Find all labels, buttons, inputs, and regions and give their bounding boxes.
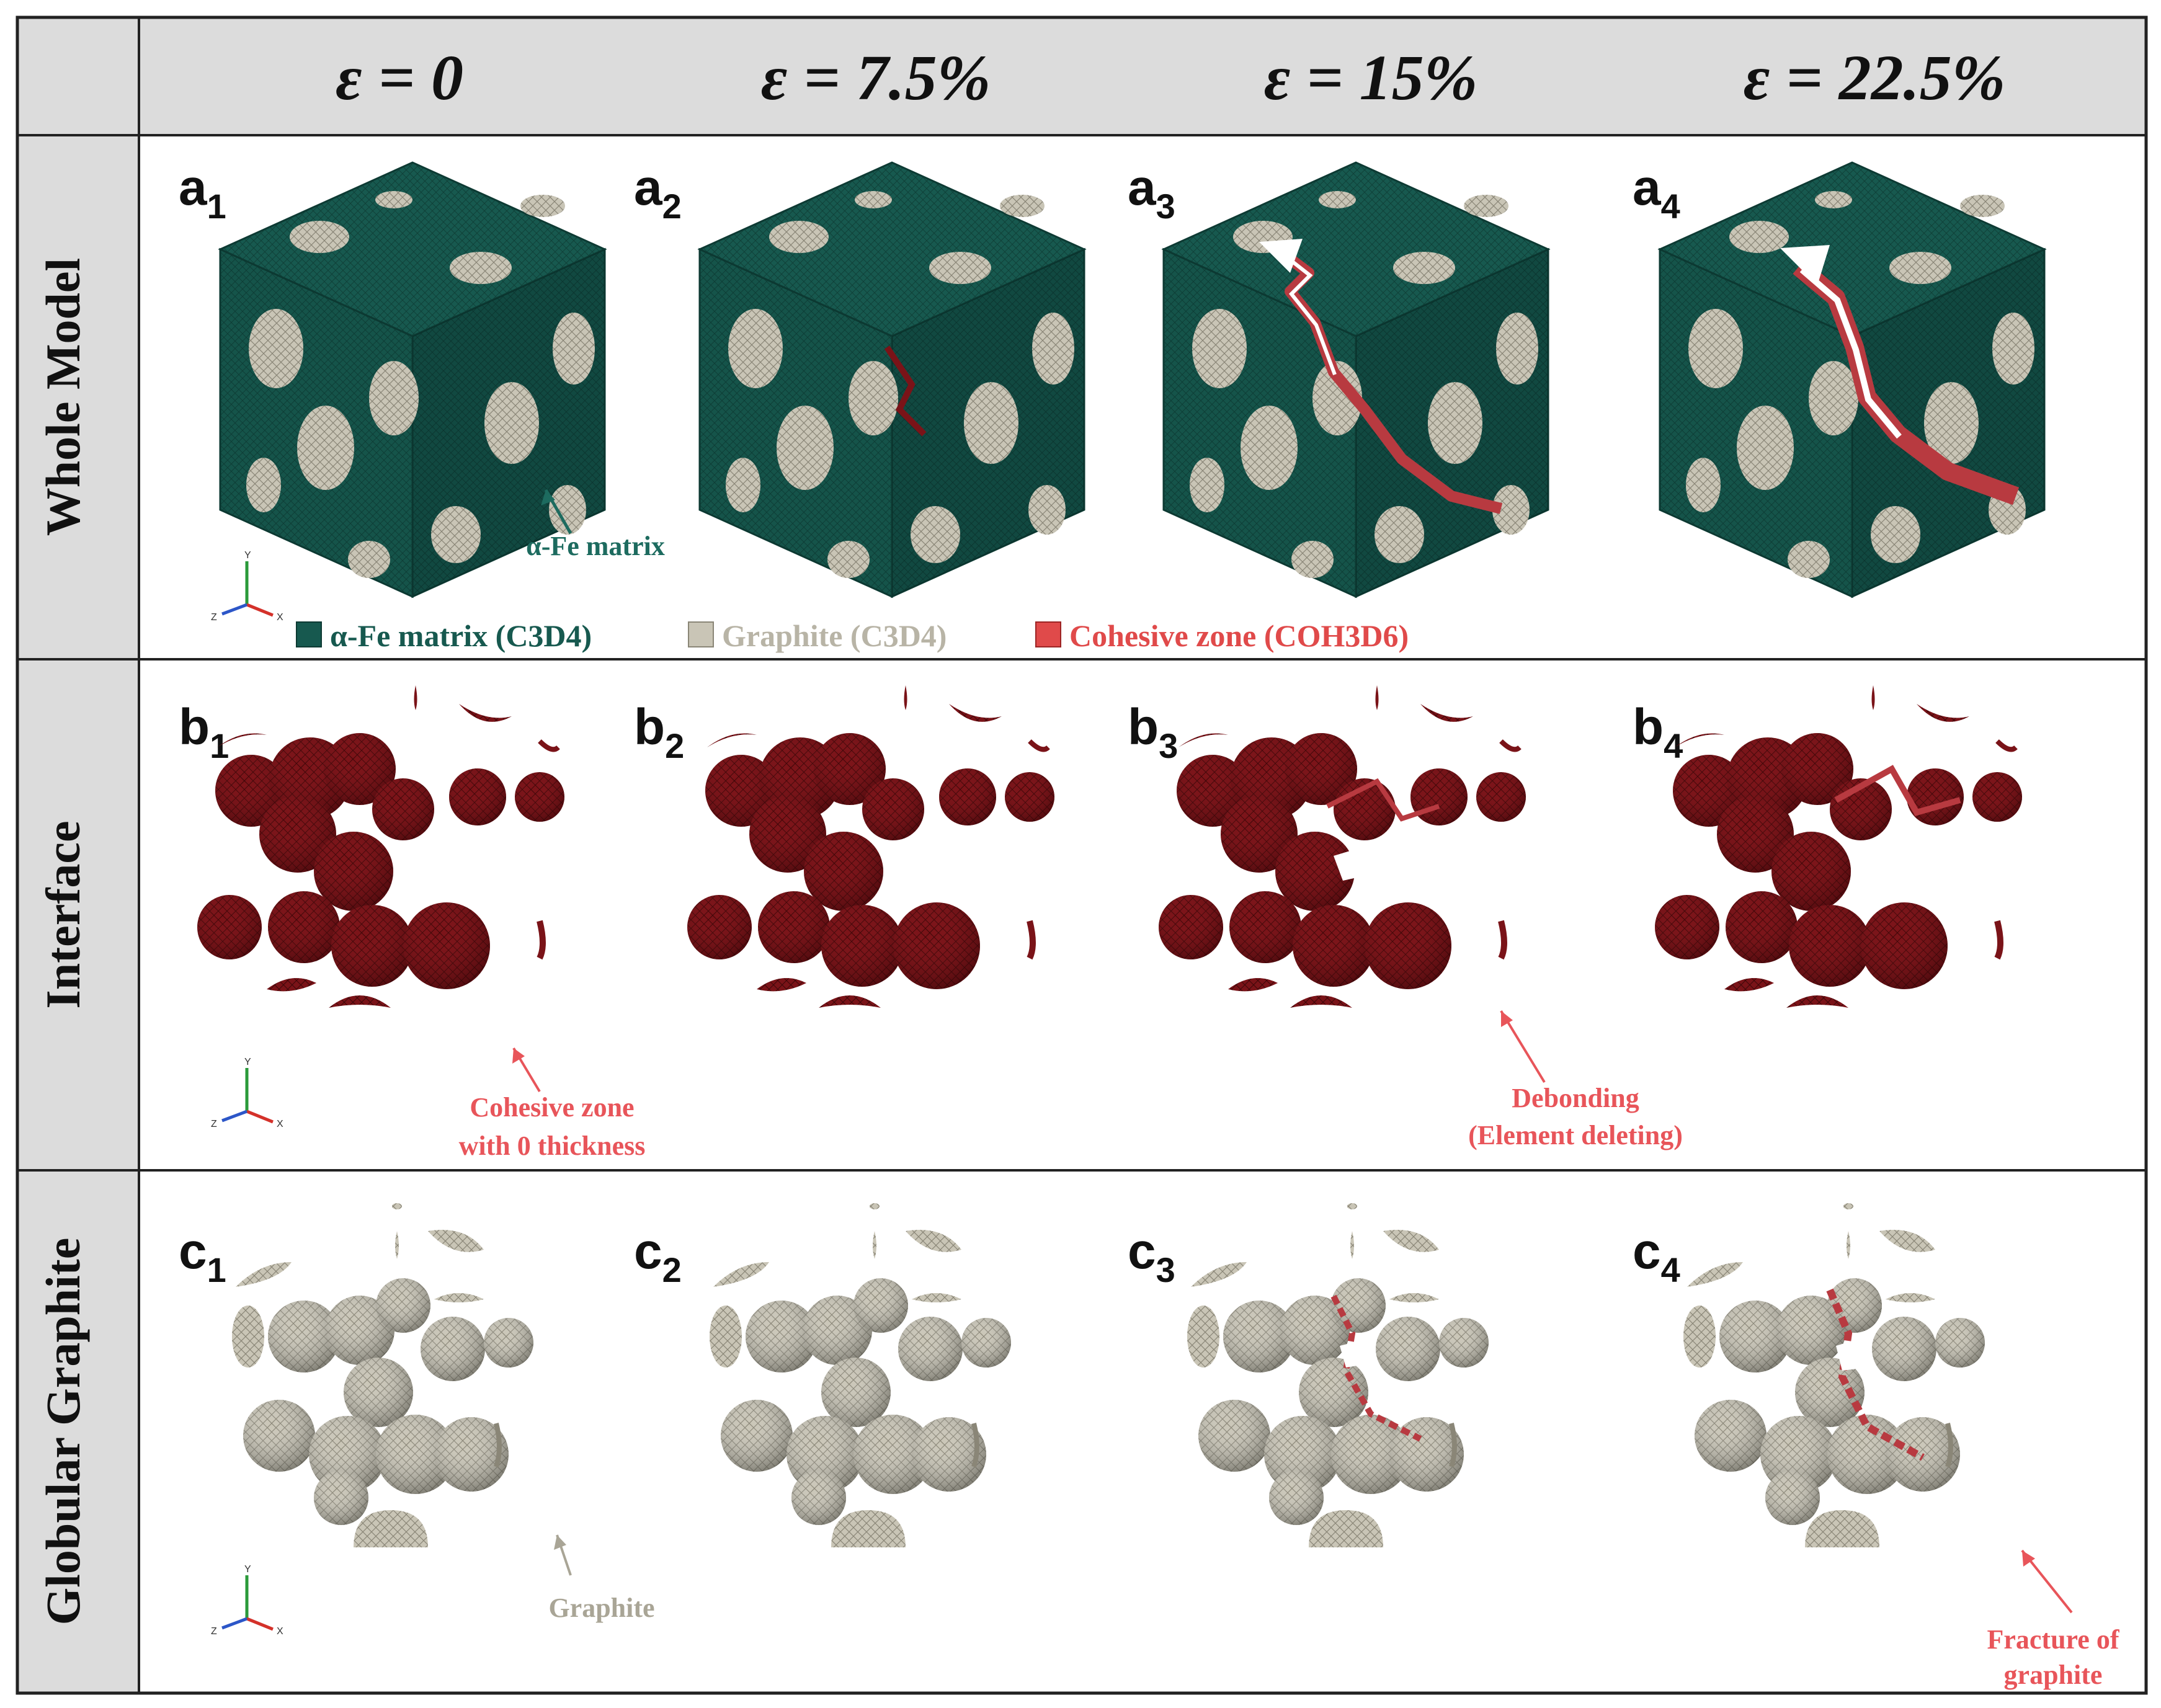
panel-label-b2: b2 [634, 699, 684, 765]
debonding-annotation: Debonding (Element deleting) [1468, 1010, 1683, 1150]
graphite-annotation-label: Graphite [548, 1593, 654, 1623]
panel-label-b4: b4 [1633, 699, 1683, 765]
column-header-strain-0: ε = 0 [336, 42, 463, 113]
debonding-label-line2: (Element deleting) [1468, 1120, 1683, 1150]
model-cube-a2 [698, 161, 1085, 598]
panel-label-a3: a3 [1128, 159, 1175, 226]
panel-b2-interface [687, 685, 1054, 1008]
panel-label-a2: a2 [634, 159, 682, 226]
debonding-label-line1: Debonding [1512, 1083, 1639, 1113]
legend-item-cohesive: Cohesive zone (COH3D6) [1035, 618, 1409, 653]
row-labels: Whole Model Interface Globular Graphite [36, 258, 90, 1626]
axis-label-y: Y [244, 550, 251, 561]
legend-label-cohesive: Cohesive zone (COH3D6) [1069, 618, 1409, 653]
model-cube-a4 [1659, 161, 2046, 598]
axis-label-y: Y [244, 1057, 251, 1067]
panel-label-a1: a1 [179, 159, 226, 226]
panel-label-c1: c1 [179, 1223, 226, 1289]
axis-label-x: X [277, 1119, 283, 1129]
column-header-strain-22-5: ε = 22.5% [1744, 42, 2006, 113]
legend-item-graphite: Graphite (C3D4) [688, 618, 947, 653]
panel-c4-graphite [1683, 1203, 1985, 1547]
panel-label-c4: c4 [1633, 1223, 1680, 1289]
row-label-interface: Interface [36, 821, 90, 1008]
row-label-globular-graphite: Globular Graphite [36, 1238, 90, 1626]
panel-letters: a1 a2 a3 a4 b1 b2 b3 b4 c1 c2 c3 c4 [179, 159, 1683, 1289]
row-label-column-background [17, 135, 139, 1693]
header-background [17, 17, 2146, 135]
axis-label-z: Z [211, 1626, 217, 1637]
axis-label-x: X [277, 1626, 283, 1637]
fracture-annotation: Fracture of graphite [1987, 1549, 2120, 1690]
matrix-annotation-label: α-Fe matrix [526, 531, 665, 561]
column-header-strain-15: ε = 15% [1264, 42, 1478, 113]
material-legend: α-Fe matrix (C3D4) Graphite (C3D4) Cohes… [296, 618, 1409, 653]
model-cube-a3 [1162, 161, 1549, 598]
panel-b1-interface [197, 685, 564, 1008]
panel-a2-whole-model [698, 161, 1085, 598]
panel-c2-graphite [710, 1203, 1011, 1547]
axis-triad-row-b: Y X Z [211, 1057, 283, 1129]
graphite-annotation: Graphite [548, 1534, 655, 1623]
panel-a3-whole-model [1162, 161, 1549, 598]
legend-item-matrix: α-Fe matrix (C3D4) [296, 618, 592, 653]
panel-b3-interface [1159, 685, 1526, 1008]
panel-c3-graphite [1187, 1203, 1489, 1547]
panel-label-c2: c2 [634, 1223, 682, 1289]
panel-a4-whole-model [1659, 161, 2046, 598]
legend-label-matrix: α-Fe matrix (C3D4) [330, 618, 592, 653]
axis-label-x: X [277, 612, 283, 623]
table-grid [16, 16, 2148, 1695]
axis-label-y: Y [244, 1564, 251, 1575]
axis-triad-row-c: Y X Z [211, 1564, 283, 1637]
cohesive-zone-label-line1: Cohesive zone [470, 1092, 634, 1123]
panel-c1-graphite [232, 1203, 533, 1547]
column-headers: ε = 0 ε = 7.5% ε = 15% ε = 22.5% [336, 42, 2005, 113]
row-label-whole-model: Whole Model [36, 258, 90, 536]
cohesive-zone-annotation: Cohesive zone with 0 thickness [459, 1047, 646, 1161]
table-border [16, 16, 2148, 1695]
panel-label-b3: b3 [1128, 699, 1178, 765]
panel-label-c3: c3 [1128, 1223, 1175, 1289]
panel-b4-interface [1655, 685, 2022, 1008]
cohesive-zone-label-line2: with 0 thickness [459, 1131, 646, 1161]
fracture-label-line2: graphite [2004, 1660, 2103, 1690]
column-header-strain-7-5: ε = 7.5% [761, 42, 991, 113]
axis-triad-row-a: Y X Z [211, 550, 283, 623]
panel-label-a4: a4 [1633, 159, 1680, 226]
panel-label-b1: b1 [179, 699, 229, 765]
fracture-label-line1: Fracture of [1987, 1624, 2120, 1655]
axis-label-z: Z [211, 1119, 217, 1129]
axis-label-z: Z [211, 612, 217, 623]
legend-label-graphite: Graphite (C3D4) [722, 618, 947, 653]
matrix-annotation: α-Fe matrix [526, 489, 665, 561]
